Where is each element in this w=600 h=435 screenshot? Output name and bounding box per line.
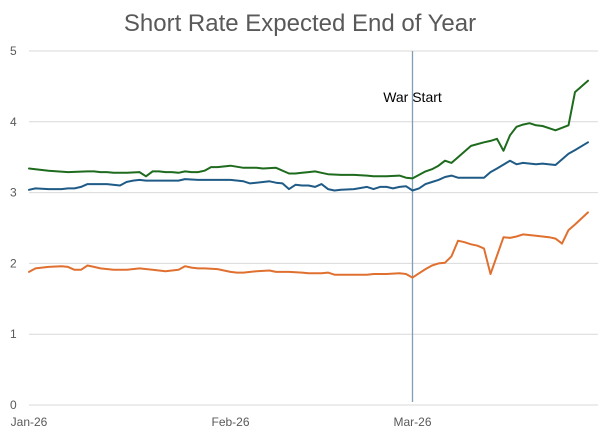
war-start-annotation: War Start bbox=[383, 51, 442, 402]
series bbox=[28, 79, 589, 279]
chart-title: Short Rate Expected End of Year bbox=[124, 10, 476, 37]
y-tick-label: 4 bbox=[10, 115, 17, 129]
series-line-2 bbox=[28, 141, 589, 192]
gridlines bbox=[29, 50, 598, 406]
y-tick-label: 0 bbox=[10, 398, 17, 412]
y-tick-label: 5 bbox=[10, 44, 17, 58]
war-start-label: War Start bbox=[383, 89, 442, 105]
series-line-1 bbox=[28, 79, 589, 180]
x-tick-label: Mar-26 bbox=[393, 415, 431, 429]
series-line-3 bbox=[28, 211, 589, 279]
x-axis-ticks: Jan-26 Feb-26 Mar-26 bbox=[11, 415, 432, 429]
y-tick-label: 3 bbox=[10, 186, 17, 200]
y-axis-ticks: 0 1 2 3 4 5 bbox=[10, 44, 17, 412]
x-tick-label: Feb-26 bbox=[211, 415, 249, 429]
x-tick-label: Jan-26 bbox=[11, 415, 48, 429]
y-tick-label: 1 bbox=[10, 327, 17, 341]
y-tick-label: 2 bbox=[10, 256, 17, 270]
